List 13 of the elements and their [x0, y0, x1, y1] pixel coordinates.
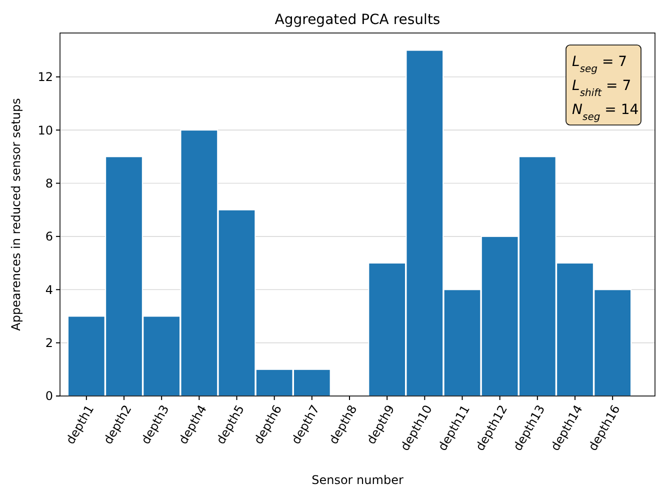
y-tick-label: 10 [38, 123, 53, 138]
y-axis-title: Appearences in reduced sensor setups [9, 98, 23, 331]
y-tick-label: 0 [45, 389, 53, 404]
y-tick-label: 2 [45, 336, 53, 350]
annotation: N$_{seg}$ = 14 [572, 102, 639, 122]
x-axis-title: Sensor number [312, 473, 404, 487]
annotation: L$_{shift}$ = 7 [572, 78, 632, 98]
chart-title: Aggregated PCA results [274, 12, 440, 28]
annotation: L$_{seg}$ = 7 [572, 54, 628, 74]
y-tick-label: 6 [45, 230, 53, 244]
y-tick-label: 8 [45, 176, 53, 190]
y-tick-label: 4 [45, 282, 53, 297]
y-tick-label: 12 [38, 70, 53, 84]
